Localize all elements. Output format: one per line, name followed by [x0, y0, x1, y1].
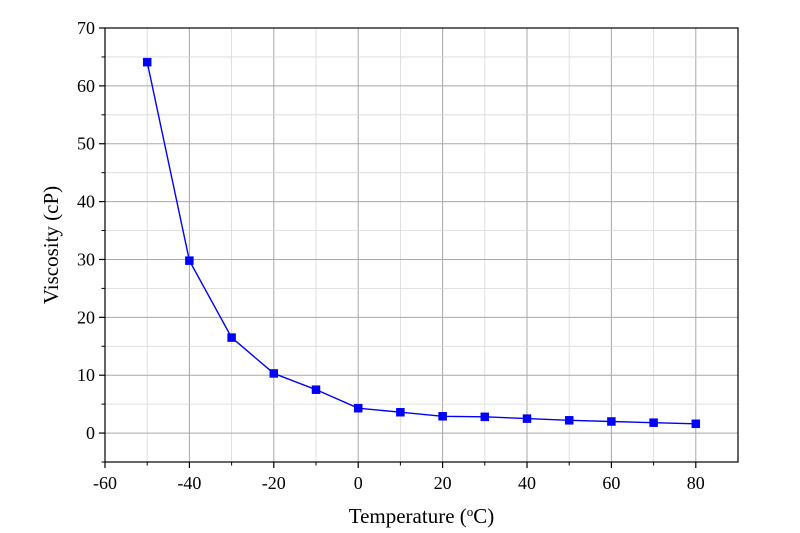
x-tick-label: 0: [354, 473, 363, 493]
y-tick-label: 70: [77, 18, 95, 38]
x-tick-label: 20: [434, 473, 452, 493]
y-axis-label: Viscosity (cP): [39, 186, 63, 304]
x-tick-label: 60: [602, 473, 620, 493]
x-tick-label: 40: [518, 473, 536, 493]
data-point: [522, 414, 532, 423]
data-point: [607, 417, 616, 426]
data-point: [227, 333, 236, 342]
data-point: [353, 403, 363, 413]
x-axis-label-degree: o: [467, 504, 474, 519]
data-point: [691, 419, 701, 429]
y-tick-label: 10: [77, 365, 95, 385]
data-point: [185, 256, 194, 265]
y-tick-label: 30: [77, 249, 95, 269]
x-tick-label: 80: [687, 473, 705, 493]
data-point: [142, 57, 152, 67]
grid: [105, 28, 738, 462]
data-point: [564, 416, 574, 425]
y-tick-label: 20: [77, 307, 95, 327]
x-tick-label: -20: [262, 473, 286, 493]
y-tick-label: 40: [77, 192, 95, 212]
data-point: [269, 369, 279, 378]
series: [142, 57, 701, 429]
data-point: [396, 407, 405, 417]
x-tick-label: -60: [93, 473, 117, 493]
data-point: [480, 412, 490, 422]
data-point: [311, 385, 321, 394]
y-tick-label: 0: [86, 423, 95, 443]
y-tick-label: 50: [77, 134, 95, 154]
plot-frame: [104, 27, 739, 463]
x-axis-label-text: Temperature (: [349, 504, 467, 528]
series-line: [146, 61, 696, 425]
x-tick-label: -40: [177, 473, 201, 493]
y-tick-label: 60: [77, 76, 95, 96]
data-point: [649, 418, 658, 427]
data-point: [438, 412, 447, 421]
x-axis-label-unit: C): [473, 504, 494, 528]
x-axis-label: Temperature (oC): [349, 504, 495, 529]
ticks: -60 -40 -20 0 20 40 60 80 0 10 20 30 40 50 60 70: [77, 18, 705, 493]
